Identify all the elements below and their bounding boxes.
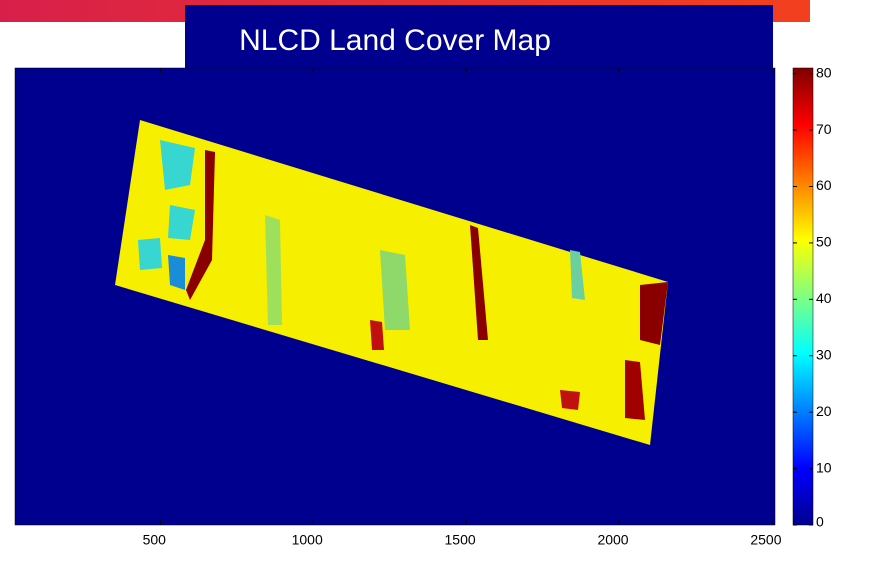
- colorbar-tick-label: 60: [816, 177, 832, 193]
- colorbar-tick-label: 80: [816, 64, 832, 80]
- page: NLCD Land Cover Map 500 1000 1500 2000 2500 0…: [0, 0, 876, 561]
- x-tick-label: 2000: [597, 532, 628, 548]
- colorbar-tick-label: 10: [816, 459, 832, 475]
- colorbar-tick-label: 50: [816, 234, 832, 250]
- chart-title: NLCD Land Cover Map: [239, 24, 551, 57]
- x-tick-label: 1500: [445, 532, 476, 548]
- colorbar-tick-label: 70: [816, 121, 832, 137]
- x-tick-label: 500: [143, 532, 167, 548]
- colorbar-tick-label: 40: [816, 290, 832, 306]
- x-tick-label: 2500: [750, 532, 781, 548]
- colorbar-tick-label: 30: [816, 346, 832, 362]
- colorbar: [793, 68, 813, 525]
- chart: NLCD Land Cover Map 500 1000 1500 2000 2500 0…: [0, 0, 876, 556]
- colorbar-tick-label: 20: [816, 403, 832, 419]
- colorbar-tick-label: 0: [816, 514, 824, 530]
- x-tick-label: 1000: [292, 532, 323, 548]
